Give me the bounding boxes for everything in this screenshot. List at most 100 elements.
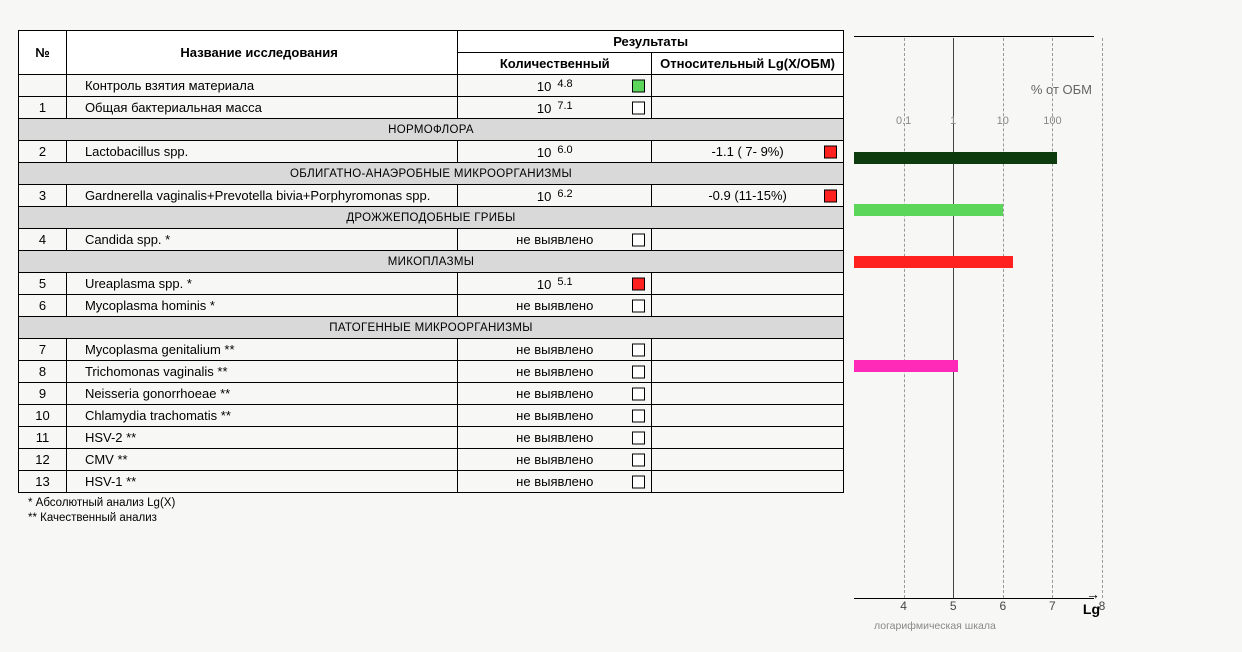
cell-name: HSV-2 ** <box>66 427 457 449</box>
cell-rel <box>652 361 844 383</box>
table-row: 3Gardnerella vaginalis+Prevotella bivia+… <box>19 185 844 207</box>
table-row: 5Ureaplasma spp. *105.1 <box>19 273 844 295</box>
cell-name: Mycoplasma genitalium ** <box>66 339 457 361</box>
cell-rel <box>652 295 844 317</box>
status-box-icon <box>632 431 645 444</box>
table-row: Контроль взятия материала104.8 <box>19 75 844 97</box>
tick-top: 0.1 <box>896 115 911 127</box>
cell-name: Mycoplasma hominis * <box>66 295 457 317</box>
status-box-icon <box>632 387 645 400</box>
status-box-icon <box>632 101 645 114</box>
chart-bar <box>854 204 1003 216</box>
status-box-icon <box>632 453 645 466</box>
status-box-icon <box>632 475 645 488</box>
cell-num: 3 <box>19 185 67 207</box>
chart-bar <box>854 360 958 372</box>
cell-rel <box>652 229 844 251</box>
results-table-panel: № Название исследования Результаты Колич… <box>18 30 844 526</box>
cell-quant: 104.8 <box>458 75 652 97</box>
cell-name: Gardnerella vaginalis+Prevotella bivia+P… <box>66 185 457 207</box>
cell-quant: не выявлено <box>458 383 652 405</box>
cell-num: 2 <box>19 141 67 163</box>
cell-num: 7 <box>19 339 67 361</box>
cell-num: 12 <box>19 449 67 471</box>
cell-num: 10 <box>19 405 67 427</box>
section-header: ДРОЖЖЕПОДОБНЫЕ ГРИБЫ <box>19 207 844 229</box>
cell-num: 5 <box>19 273 67 295</box>
table-row: 4Candida spp. *не выявлено <box>19 229 844 251</box>
table-row: 2Lactobacillus spp.106.0-1.1 ( 7- 9%) <box>19 141 844 163</box>
header-results: Результаты <box>458 31 844 53</box>
tick-top: 1 <box>950 115 956 127</box>
cell-quant: не выявлено <box>458 361 652 383</box>
cell-num: 1 <box>19 97 67 119</box>
section-header: НОРМОФЛОРА <box>19 119 844 141</box>
header-num: № <box>19 31 67 75</box>
header-rel: Относительный Lg(X/ОБМ) <box>652 53 844 75</box>
section-header: МИКОПЛАЗМЫ <box>19 251 844 273</box>
cell-num <box>19 75 67 97</box>
status-box-icon <box>632 233 645 246</box>
cell-name: Trichomonas vaginalis ** <box>66 361 457 383</box>
cell-quant: 106.0 <box>458 141 652 163</box>
cell-num: 8 <box>19 361 67 383</box>
status-box-icon <box>632 299 645 312</box>
cell-quant: 107.1 <box>458 97 652 119</box>
log-scale-chart: % от ОБМ логарифмическая шкала Lg → 0.11… <box>854 30 1102 620</box>
tick-bottom: 6 <box>999 599 1006 613</box>
chart-title: % от ОБМ <box>1031 82 1092 97</box>
status-box-icon <box>824 189 837 202</box>
status-box-icon <box>824 145 837 158</box>
results-table: № Название исследования Результаты Колич… <box>18 30 844 493</box>
status-box-icon <box>632 365 645 378</box>
status-box-icon <box>632 79 645 92</box>
tick-bottom: 5 <box>950 599 957 613</box>
cell-rel <box>652 97 844 119</box>
cell-rel: -0.9 (11-15%) <box>652 185 844 207</box>
chart-bar <box>854 152 1057 164</box>
footnote-1: * Абсолютный анализ Lg(X) <box>28 496 844 511</box>
cell-rel <box>652 75 844 97</box>
section-header: ОБЛИГАТНО-АНАЭРОБНЫЕ МИКРООРГАНИЗМЫ <box>19 163 844 185</box>
table-row: 12CMV **не выявлено <box>19 449 844 471</box>
header-quant: Количественный <box>458 53 652 75</box>
cell-rel <box>652 339 844 361</box>
cell-name: Neisseria gonorrhoeae ** <box>66 383 457 405</box>
table-row: 9Neisseria gonorrhoeae **не выявлено <box>19 383 844 405</box>
tick-bottom: 7 <box>1049 599 1056 613</box>
cell-rel <box>652 427 844 449</box>
cell-quant: не выявлено <box>458 339 652 361</box>
cell-name: Контроль взятия материала <box>66 75 457 97</box>
cell-rel <box>652 383 844 405</box>
cell-rel <box>652 449 844 471</box>
cell-quant: не выявлено <box>458 471 652 493</box>
table-row: 10Chlamydia trachomatis **не выявлено <box>19 405 844 427</box>
cell-num: 9 <box>19 383 67 405</box>
footnotes: * Абсолютный анализ Lg(X) ** Качественны… <box>18 496 844 526</box>
cell-name: Lactobacillus spp. <box>66 141 457 163</box>
tick-top: 100 <box>1043 115 1061 127</box>
table-row: 7Mycoplasma genitalium **не выявлено <box>19 339 844 361</box>
cell-quant: 106.2 <box>458 185 652 207</box>
header-name: Название исследования <box>66 31 457 75</box>
cell-num: 4 <box>19 229 67 251</box>
cell-quant: 105.1 <box>458 273 652 295</box>
cell-quant: не выявлено <box>458 405 652 427</box>
cell-quant: не выявлено <box>458 229 652 251</box>
cell-name: CMV ** <box>66 449 457 471</box>
cell-rel <box>652 405 844 427</box>
tick-top: 10 <box>997 115 1009 127</box>
section-header: ПАТОГЕННЫЕ МИКРООРГАНИЗМЫ <box>19 317 844 339</box>
chart-lg-label: Lg <box>1083 601 1100 617</box>
cell-name: Candida spp. * <box>66 229 457 251</box>
cell-rel <box>652 273 844 295</box>
chart-bar <box>854 256 1013 268</box>
cell-name: Общая бактериальная масса <box>66 97 457 119</box>
tick-bottom: 4 <box>900 599 907 613</box>
status-box-icon <box>632 343 645 356</box>
cell-name: HSV-1 ** <box>66 471 457 493</box>
table-row: 13HSV-1 **не выявлено <box>19 471 844 493</box>
cell-name: Chlamydia trachomatis ** <box>66 405 457 427</box>
cell-name: Ureaplasma spp. * <box>66 273 457 295</box>
table-row: 1Общая бактериальная масса107.1 <box>19 97 844 119</box>
